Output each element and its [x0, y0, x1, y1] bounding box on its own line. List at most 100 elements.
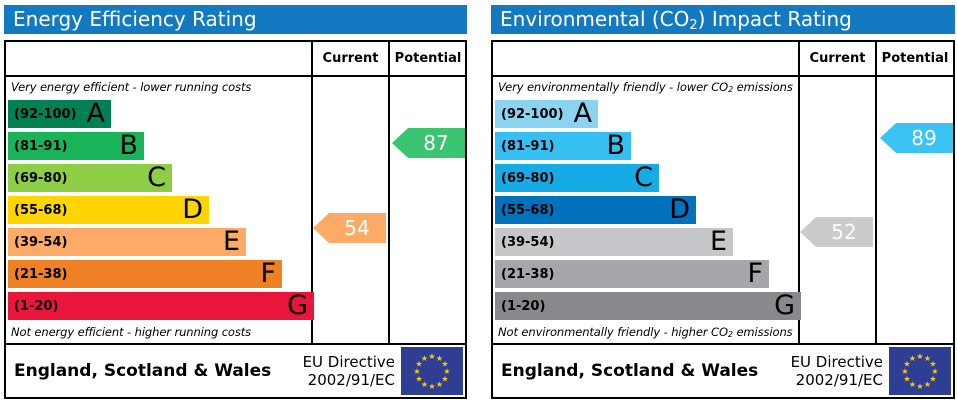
- band-bar-e: (39-54) E: [495, 228, 733, 256]
- band-row-a: (92-100) A: [8, 100, 311, 132]
- svg-text:★: ★: [929, 375, 936, 384]
- band-letter: F: [747, 258, 763, 289]
- band-range-label: (1-20): [501, 298, 546, 314]
- potential-rating-arrow: 89: [880, 123, 953, 153]
- svg-text:★: ★: [441, 360, 448, 369]
- band-bar-b: (81-91) B: [495, 132, 631, 160]
- band-letter: C: [147, 162, 166, 193]
- svg-text:★: ★: [415, 375, 422, 384]
- column-divider: [388, 42, 390, 345]
- band-letter: A: [573, 98, 592, 129]
- svg-text:★: ★: [929, 360, 936, 369]
- band-letter: A: [86, 98, 105, 129]
- current-rating-value: 54: [344, 216, 370, 240]
- directive-line-2: 2002/91/EC: [795, 371, 883, 389]
- svg-text:★: ★: [916, 352, 923, 361]
- title-text-end: ) Impact Rating: [697, 7, 852, 31]
- band-bar-e: (39-54) E: [8, 228, 246, 256]
- title-text: Environmental (CO: [500, 7, 690, 31]
- directive-line-2: 2002/91/EC: [307, 371, 395, 389]
- caption-text: Very environmentally friendly - lower CO: [498, 80, 729, 94]
- band-row-e: (39-54) E: [8, 228, 311, 260]
- band-letter: C: [634, 162, 653, 193]
- region-label: England, Scotland & Wales: [14, 361, 272, 381]
- band-range-label: (92-100): [14, 106, 77, 122]
- band-range-label: (92-100): [501, 106, 564, 122]
- caption-top: Very environmentally friendly - lower CO…: [498, 80, 793, 94]
- band-row-e: (39-54) E: [495, 228, 798, 260]
- band-row-g: (1-20) G: [495, 292, 801, 324]
- caption-bottom: Not environmentally friendly - higher CO…: [498, 325, 793, 339]
- title-text: Energy Efficiency Rating: [13, 7, 257, 31]
- band-row-d: (55-68) D: [8, 196, 311, 228]
- co2-rating-table: Current Potential Very environmentally f…: [491, 40, 955, 399]
- potential-rating-value: 89: [911, 126, 937, 150]
- band-letter: B: [119, 130, 138, 161]
- title-subscript: 2: [689, 18, 698, 33]
- band-range-label: (39-54): [14, 234, 68, 250]
- band-range-label: (81-91): [501, 138, 555, 154]
- eu-directive-label: EU Directive 2002/91/EC: [791, 353, 883, 389]
- band-letter: G: [287, 290, 308, 321]
- band-range-label: (55-68): [14, 202, 68, 218]
- band-letter: E: [222, 226, 240, 257]
- band-letter: G: [774, 290, 795, 321]
- rating-bands: (92-100) A (81-91) B (69-80) C: [8, 100, 314, 324]
- current-column-header: Current: [809, 51, 866, 66]
- column-divider: [311, 42, 313, 345]
- svg-text:★: ★: [903, 360, 910, 369]
- current-column-header: Current: [322, 51, 379, 66]
- caption-text: Not environmentally friendly - higher CO: [498, 325, 728, 339]
- energy-efficiency-panel: Energy Efficiency Rating Current Potenti…: [4, 5, 467, 399]
- band-bar-f: (21-38) F: [8, 260, 282, 288]
- header-rule: [6, 75, 465, 77]
- band-letter: B: [606, 130, 625, 161]
- directive-line-1: EU Directive: [302, 353, 395, 371]
- band-bar-g: (1-20) G: [495, 292, 801, 320]
- band-bar-f: (21-38) F: [495, 260, 769, 288]
- potential-rating-value: 87: [423, 131, 449, 155]
- eu-directive-label: EU Directive 2002/91/EC: [303, 353, 395, 389]
- svg-text:★: ★: [413, 367, 420, 376]
- potential-rating-arrow: 87: [392, 128, 465, 158]
- caption-text: Very energy efficient - lower running co…: [11, 80, 252, 94]
- band-range-label: (1-20): [14, 298, 59, 314]
- svg-text:★: ★: [441, 375, 448, 384]
- table-footer: England, Scotland & Wales EU Directive 2…: [493, 343, 953, 397]
- potential-column-header: Potential: [394, 51, 462, 66]
- svg-text:★: ★: [916, 382, 923, 391]
- band-letter: D: [182, 194, 203, 225]
- band-range-label: (69-80): [501, 170, 555, 186]
- svg-text:★: ★: [428, 382, 435, 391]
- potential-column-header: Potential: [881, 51, 949, 66]
- column-divider: [875, 42, 877, 345]
- band-range-label: (39-54): [501, 234, 555, 250]
- band-range-label: (21-38): [501, 266, 555, 282]
- svg-text:★: ★: [443, 367, 450, 376]
- region-label: England, Scotland & Wales: [501, 361, 759, 381]
- svg-text:★: ★: [436, 354, 443, 363]
- current-rating-arrow: 54: [313, 213, 386, 243]
- caption-text-end: emissions: [732, 325, 793, 339]
- rating-bands: (92-100) A (81-91) B (69-80) C: [495, 98, 801, 324]
- directive-line-1: EU Directive: [790, 353, 883, 371]
- svg-text:★: ★: [909, 354, 916, 363]
- band-row-b: (81-91) B: [8, 132, 311, 164]
- band-row-d: (55-68) D: [495, 196, 798, 228]
- band-bar-a: (92-100) A: [8, 100, 111, 128]
- band-row-g: (1-20) G: [8, 290, 314, 324]
- caption-subscript: 2: [728, 85, 734, 94]
- band-bar-d: (55-68) D: [8, 196, 209, 224]
- svg-text:★: ★: [421, 354, 428, 363]
- svg-text:★: ★: [931, 367, 938, 376]
- band-range-label: (21-38): [14, 266, 68, 282]
- header-rule: [493, 75, 953, 77]
- svg-text:★: ★: [901, 367, 908, 376]
- caption-subscript: 2: [727, 330, 733, 339]
- band-row-b: (81-91) B: [495, 132, 798, 164]
- band-bar-d: (55-68) D: [495, 196, 696, 224]
- band-letter: D: [669, 194, 690, 225]
- eu-flag-icon: ★ ★★ ★★★ ★★★ ★★★: [889, 347, 951, 395]
- band-letter: F: [260, 258, 276, 289]
